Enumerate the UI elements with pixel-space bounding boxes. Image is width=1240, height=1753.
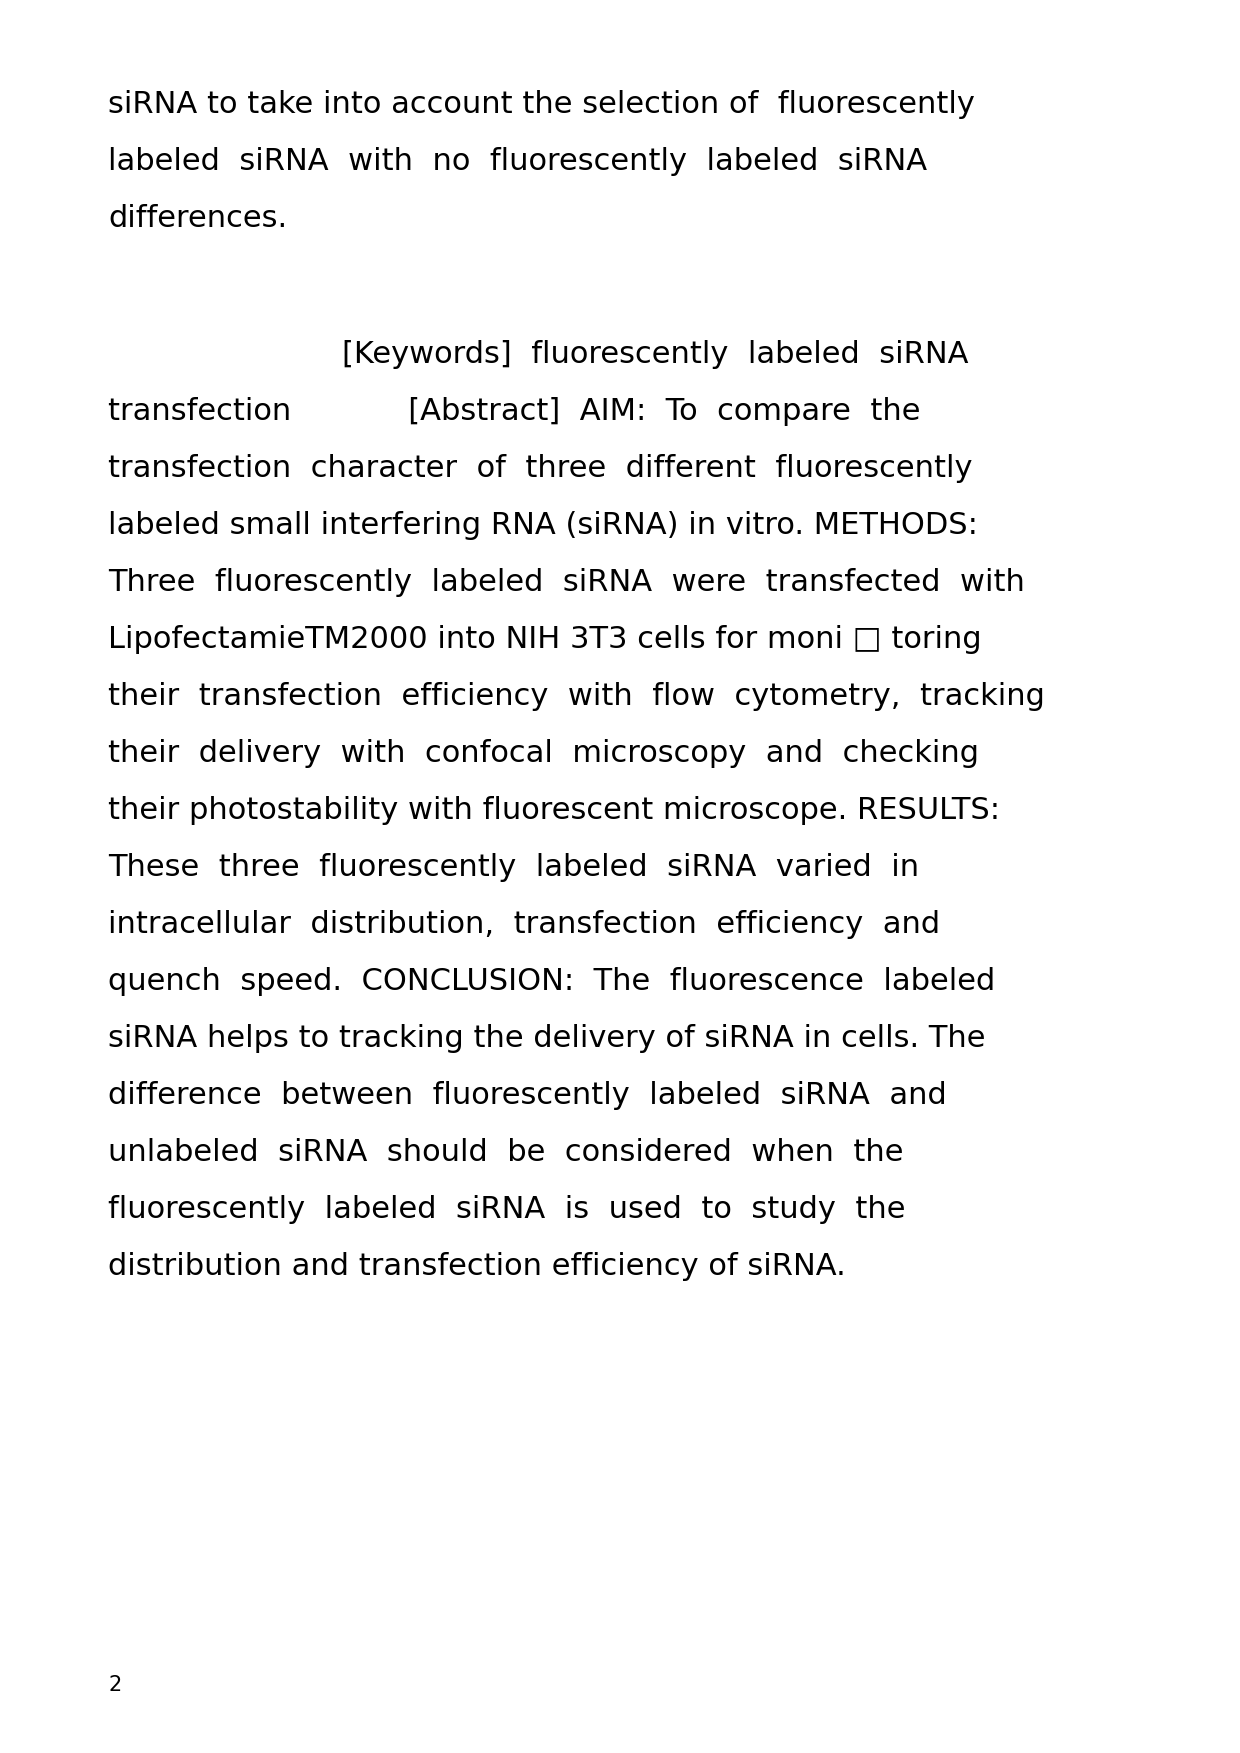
- Text: labeled small interfering RNA (siRNA) in vitro. METHODS:: labeled small interfering RNA (siRNA) in…: [108, 512, 978, 540]
- Text: their  delivery  with  confocal  microscopy  and  checking: their delivery with confocal microscopy …: [108, 740, 980, 768]
- Text: LipofectamieTM2000 into NIH 3T3 cells for moni □ toring: LipofectamieTM2000 into NIH 3T3 cells fo…: [108, 626, 982, 654]
- Text: intracellular  distribution,  transfection  efficiency  and: intracellular distribution, transfection…: [108, 910, 940, 940]
- Text: difference  between  fluorescently  labeled  siRNA  and: difference between fluorescently labeled…: [108, 1082, 947, 1110]
- Text: fluorescently  labeled  siRNA  is  used  to  study  the: fluorescently labeled siRNA is used to s…: [108, 1196, 905, 1224]
- Text: differences.: differences.: [108, 203, 288, 233]
- Text: unlabeled  siRNA  should  be  considered  when  the: unlabeled siRNA should be considered whe…: [108, 1138, 904, 1167]
- Text: distribution and transfection efficiency of siRNA.: distribution and transfection efficiency…: [108, 1252, 846, 1281]
- Text: their photostability with fluorescent microscope. RESULTS:: their photostability with fluorescent mi…: [108, 796, 999, 826]
- Text: labeled  siRNA  with  no  fluorescently  labeled  siRNA: labeled siRNA with no fluorescently labe…: [108, 147, 928, 175]
- Text: transfection  character  of  three  different  fluorescently: transfection character of three differen…: [108, 454, 972, 484]
- Text: Three  fluorescently  labeled  siRNA  were  transfected  with: Three fluorescently labeled siRNA were t…: [108, 568, 1025, 598]
- Text: siRNA to take into account the selection of  fluorescently: siRNA to take into account the selection…: [108, 89, 975, 119]
- Text: their  transfection  efficiency  with  flow  cytometry,  tracking: their transfection efficiency with flow …: [108, 682, 1045, 712]
- Text: 2: 2: [108, 1676, 122, 1695]
- Text: quench  speed.  CONCLUSION:  The  fluorescence  labeled: quench speed. CONCLUSION: The fluorescen…: [108, 968, 996, 996]
- Text: transfection            [Abstract]  AIM:  To  compare  the: transfection [Abstract] AIM: To compare …: [108, 396, 920, 426]
- Text: These  three  fluorescently  labeled  siRNA  varied  in: These three fluorescently labeled siRNA …: [108, 854, 919, 882]
- Text: siRNA helps to tracking the delivery of siRNA in cells. The: siRNA helps to tracking the delivery of …: [108, 1024, 986, 1054]
- Text: [Keywords]  fluorescently  labeled  siRNA: [Keywords] fluorescently labeled siRNA: [108, 340, 968, 368]
